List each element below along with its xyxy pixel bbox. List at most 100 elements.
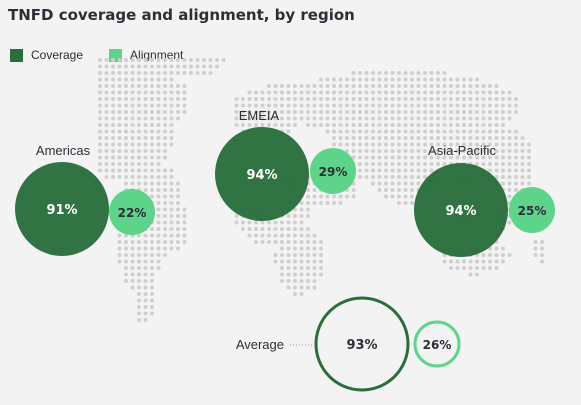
map-dot bbox=[182, 220, 187, 225]
map-dot bbox=[403, 188, 408, 192]
map-dot bbox=[117, 90, 122, 95]
map-dot bbox=[501, 90, 505, 95]
map-dot bbox=[299, 272, 304, 277]
map-dot bbox=[169, 233, 174, 238]
map-dot bbox=[494, 155, 499, 160]
map-dot bbox=[143, 181, 148, 186]
map-dot bbox=[137, 318, 141, 322]
map-dot bbox=[501, 168, 505, 173]
map-dot bbox=[358, 129, 362, 134]
map-dot bbox=[156, 123, 161, 127]
map-dot bbox=[312, 116, 317, 121]
map-dot bbox=[455, 142, 460, 147]
map-dot bbox=[416, 97, 421, 101]
map-dot bbox=[410, 142, 414, 147]
map-dot bbox=[332, 123, 336, 127]
map-dot bbox=[306, 246, 310, 251]
map-dot bbox=[364, 175, 369, 179]
map-dot bbox=[208, 64, 213, 69]
map-dot bbox=[286, 233, 291, 238]
map-dot bbox=[358, 110, 362, 114]
map-dot bbox=[325, 103, 330, 108]
map-dot bbox=[150, 292, 154, 296]
map-dot bbox=[124, 181, 128, 186]
map-dot bbox=[111, 168, 115, 173]
map-dot bbox=[397, 155, 401, 160]
alignment-value-emeia: 29% bbox=[319, 165, 348, 179]
map-dot bbox=[429, 71, 434, 75]
map-dot bbox=[364, 90, 369, 95]
map-dot bbox=[286, 246, 291, 251]
map-dot bbox=[520, 168, 525, 173]
map-dot bbox=[442, 162, 447, 166]
map-dot bbox=[397, 201, 401, 205]
map-dot bbox=[182, 97, 187, 101]
map-dot bbox=[306, 84, 310, 88]
map-dot bbox=[143, 162, 148, 166]
map-dot bbox=[481, 136, 486, 140]
map-dot bbox=[98, 136, 102, 140]
map-dot bbox=[345, 77, 349, 82]
map-dot bbox=[403, 116, 408, 121]
map-dot bbox=[390, 175, 395, 179]
map-dot bbox=[455, 103, 460, 108]
map-dot bbox=[215, 58, 219, 62]
map-dot bbox=[468, 90, 473, 95]
map-dot bbox=[390, 136, 395, 140]
map-dot bbox=[150, 110, 154, 114]
map-dot bbox=[377, 155, 382, 160]
map-dot bbox=[436, 136, 440, 140]
map-dot bbox=[143, 266, 148, 270]
map-dot bbox=[176, 220, 180, 225]
map-dot bbox=[111, 71, 115, 75]
map-dot bbox=[137, 58, 141, 62]
map-dot bbox=[312, 201, 317, 205]
map-dot bbox=[332, 84, 336, 88]
map-dot bbox=[306, 285, 310, 290]
map-dot bbox=[137, 253, 141, 257]
map-dot bbox=[358, 97, 362, 101]
map-dot bbox=[137, 136, 141, 140]
map-dot bbox=[117, 149, 122, 153]
map-dot bbox=[345, 194, 349, 199]
map-dot bbox=[514, 188, 518, 192]
map-dot bbox=[468, 103, 473, 108]
map-dot bbox=[137, 168, 141, 173]
map-dot bbox=[390, 103, 395, 108]
map-dot bbox=[254, 116, 258, 121]
map-dot bbox=[345, 90, 349, 95]
map-dot bbox=[280, 246, 284, 251]
map-dot bbox=[507, 129, 512, 134]
map-dot bbox=[124, 97, 128, 101]
map-dot bbox=[163, 84, 167, 88]
coverage-value-americas: 91% bbox=[46, 203, 77, 218]
map-dot bbox=[124, 266, 128, 270]
map-dot bbox=[169, 142, 174, 147]
map-dot bbox=[280, 240, 284, 244]
map-dot bbox=[260, 240, 265, 244]
map-dot bbox=[384, 188, 388, 192]
map-dot bbox=[98, 84, 102, 88]
map-dot bbox=[371, 142, 375, 147]
map-dot bbox=[306, 253, 310, 257]
map-dot bbox=[455, 266, 460, 270]
map-dot bbox=[137, 240, 141, 244]
map-dot bbox=[507, 168, 512, 173]
map-dot bbox=[423, 162, 427, 166]
map-dot bbox=[416, 129, 421, 134]
map-dot bbox=[332, 77, 336, 82]
map-dot bbox=[397, 116, 401, 121]
map-dot bbox=[195, 58, 200, 62]
map-dot bbox=[163, 90, 167, 95]
map-dot bbox=[384, 181, 388, 186]
map-dot bbox=[104, 175, 109, 179]
map-dot bbox=[442, 136, 447, 140]
map-dot bbox=[494, 84, 499, 88]
map-dot bbox=[377, 188, 382, 192]
map-dot bbox=[527, 149, 531, 153]
map-dot bbox=[150, 58, 154, 62]
map-dot bbox=[462, 149, 466, 153]
map-dot bbox=[416, 110, 421, 114]
map-dot bbox=[403, 194, 408, 199]
map-dot bbox=[124, 240, 128, 244]
